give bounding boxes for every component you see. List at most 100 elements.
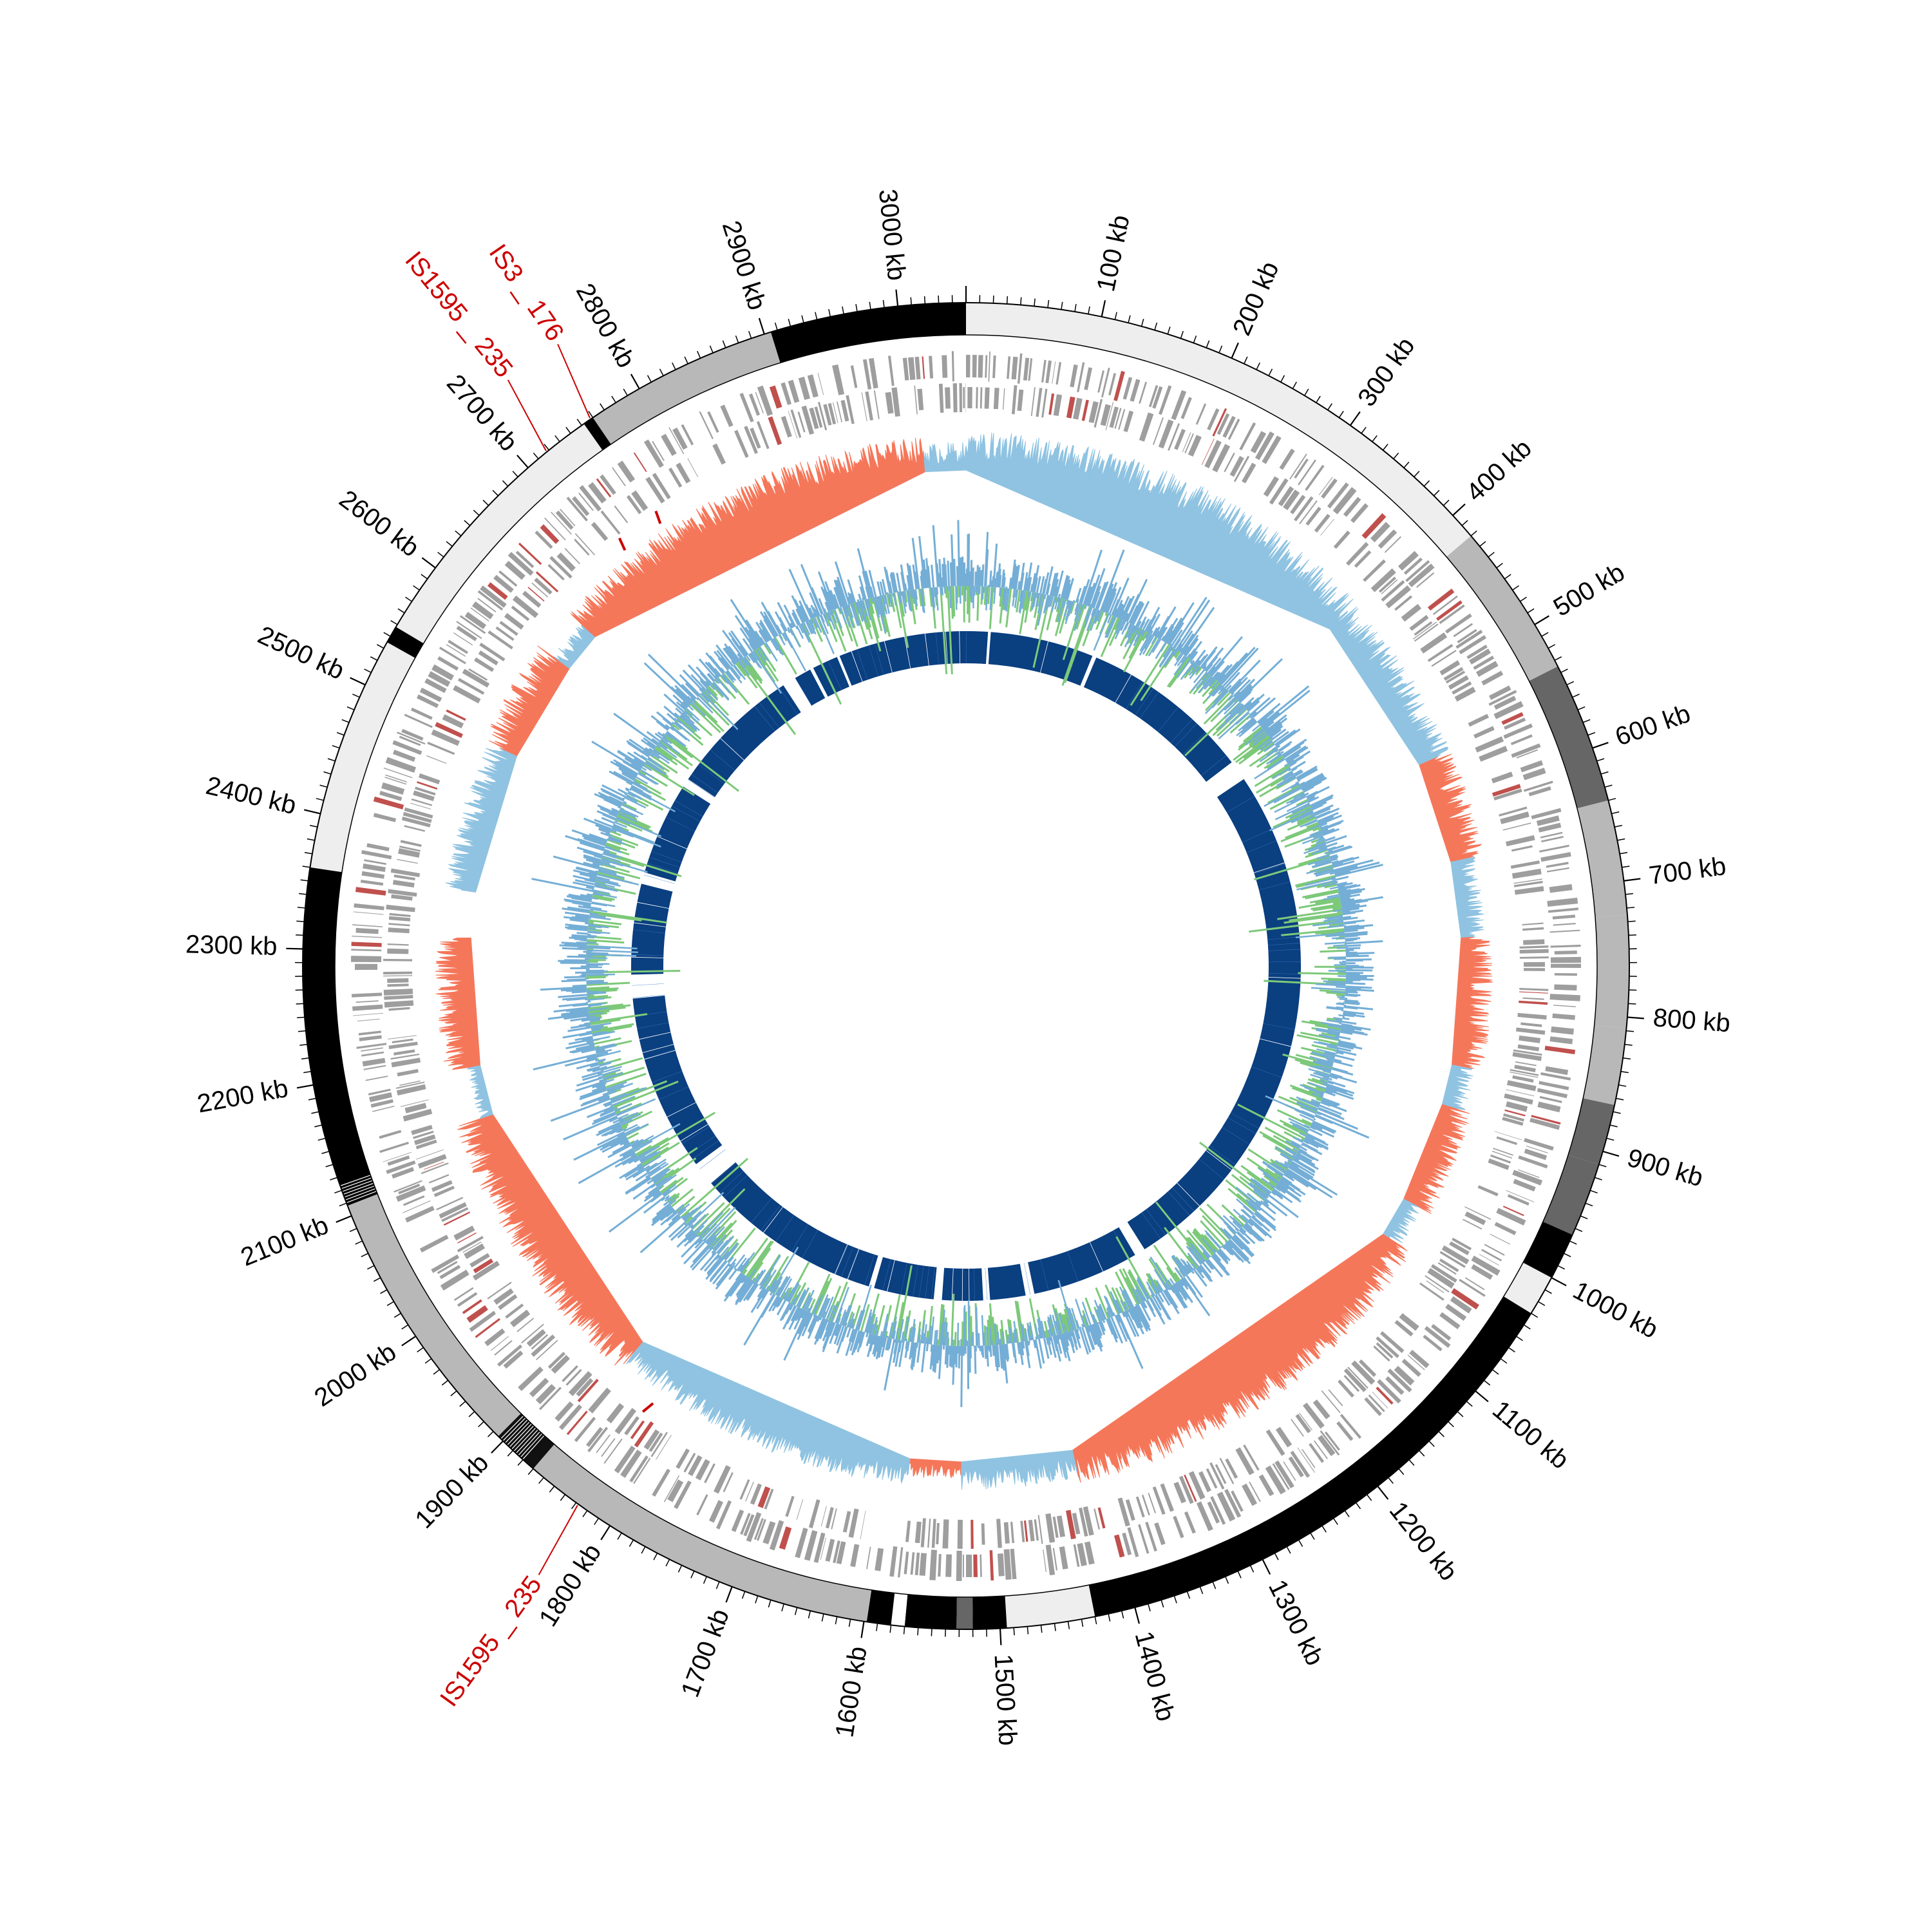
gene-feature xyxy=(1448,675,1469,690)
gene-feature xyxy=(1488,690,1517,706)
gene-feature xyxy=(1056,1515,1066,1538)
is-element-label: IS3 _ 176 xyxy=(484,239,569,346)
coverage-thin-gap xyxy=(657,836,687,849)
gene-feature xyxy=(740,1513,751,1535)
minor-tick xyxy=(296,934,304,936)
tick-label: 3000 kb xyxy=(873,188,911,282)
gene-feature xyxy=(469,1311,497,1332)
contig-stripe xyxy=(522,1435,545,1460)
gene-feature xyxy=(586,1426,603,1447)
gene-feature xyxy=(1168,423,1180,451)
gene-feature xyxy=(1522,997,1544,1000)
gene-feature xyxy=(945,387,951,409)
gene-feature xyxy=(699,411,714,439)
minor-tick xyxy=(1626,907,1635,909)
gc-skew-area xyxy=(923,442,967,473)
gene-feature xyxy=(676,1448,690,1469)
gene-feature xyxy=(744,426,758,454)
coverage-hairline xyxy=(1263,1023,1295,1030)
gene-feature xyxy=(393,874,415,881)
minor-tick xyxy=(1304,388,1309,396)
coverage-hairline xyxy=(1254,864,1285,874)
minor-tick xyxy=(653,1553,658,1560)
gene-feature xyxy=(985,355,988,378)
scale-ticks xyxy=(286,286,1644,1645)
gene-feature xyxy=(687,458,699,477)
minor-tick xyxy=(1108,1613,1111,1622)
coverage-thin-gap xyxy=(1206,1150,1232,1171)
minor-tick xyxy=(1249,1565,1255,1573)
gene-feature xyxy=(352,935,383,938)
gene-feature xyxy=(762,1520,776,1544)
gene-feature xyxy=(1127,1527,1139,1557)
coverage-thin-gap xyxy=(637,902,669,909)
gene-feature xyxy=(1451,1288,1479,1310)
gene-feature xyxy=(1397,551,1419,571)
minor-tick xyxy=(1569,1240,1577,1245)
gene-feature xyxy=(1212,444,1231,473)
minor-tick xyxy=(576,419,582,426)
gene-feature xyxy=(1469,649,1492,665)
gene-feature xyxy=(493,574,514,593)
minor-tick xyxy=(361,1253,368,1258)
coverage-hairline xyxy=(1146,1209,1166,1235)
gene-feature xyxy=(490,1336,509,1351)
gene-feature xyxy=(462,1241,482,1253)
coverage-hairline xyxy=(1242,829,1272,843)
gene-feature xyxy=(1513,878,1542,884)
gene-feature xyxy=(381,782,405,795)
minor-tick xyxy=(677,1565,683,1573)
gene-feature xyxy=(1233,455,1250,482)
minor-tick xyxy=(629,1539,634,1547)
gene-feature xyxy=(1327,482,1349,509)
gene-feature xyxy=(453,685,481,704)
gc-content-track xyxy=(531,520,1383,1407)
coverage-hairline xyxy=(900,1262,907,1295)
minor-tick xyxy=(355,1240,363,1245)
coverage-hairline xyxy=(974,1268,975,1301)
gene-feature xyxy=(431,1180,453,1192)
gene-feature xyxy=(1210,1496,1226,1525)
minor-tick xyxy=(641,1546,646,1554)
gene-feature xyxy=(1073,1544,1080,1567)
minor-tick xyxy=(1067,1621,1070,1629)
gene-feature xyxy=(421,1162,449,1175)
gene-feature xyxy=(931,1519,936,1548)
tick-label: 400 kb xyxy=(1461,434,1537,507)
gene-feature xyxy=(1481,1249,1502,1262)
gene-feature xyxy=(600,510,621,535)
gc-content-above xyxy=(531,520,1383,1407)
minor-tick xyxy=(321,1151,330,1154)
gene-feature xyxy=(1544,1045,1576,1055)
gene-feature xyxy=(387,978,409,983)
gene-feature xyxy=(1449,1241,1470,1256)
gene-feature xyxy=(966,355,971,378)
gene-feature xyxy=(848,1508,859,1538)
gene-feature-track xyxy=(351,351,1581,1581)
gene-feature xyxy=(755,392,764,414)
gene-feature xyxy=(362,1057,386,1066)
gene-feature xyxy=(601,1438,616,1457)
gene-feature xyxy=(1135,1496,1145,1518)
coverage-hairline xyxy=(1198,1159,1224,1180)
gene-feature xyxy=(572,496,590,516)
gene-feature xyxy=(1385,1376,1405,1396)
minor-tick xyxy=(517,1459,524,1466)
gene-feature xyxy=(509,1309,531,1328)
gene-feature xyxy=(1242,462,1256,484)
tick-label: 1100 kb xyxy=(1487,1396,1574,1475)
gene-feature xyxy=(1550,956,1581,963)
gene-feature xyxy=(1113,370,1125,401)
gene-feature xyxy=(1173,1515,1184,1539)
tick-label: 1700 kb xyxy=(676,1605,734,1701)
gene-feature xyxy=(746,1511,762,1542)
minor-tick xyxy=(741,1591,746,1599)
minor-tick xyxy=(1577,706,1586,710)
minor-tick xyxy=(1609,1124,1618,1128)
minor-tick xyxy=(1388,1477,1394,1484)
gene-feature xyxy=(577,1379,599,1403)
contig-stripe xyxy=(504,1419,528,1444)
minor-tick xyxy=(1237,1571,1242,1578)
gene-feature xyxy=(1408,564,1435,587)
gene-feature xyxy=(914,385,918,415)
